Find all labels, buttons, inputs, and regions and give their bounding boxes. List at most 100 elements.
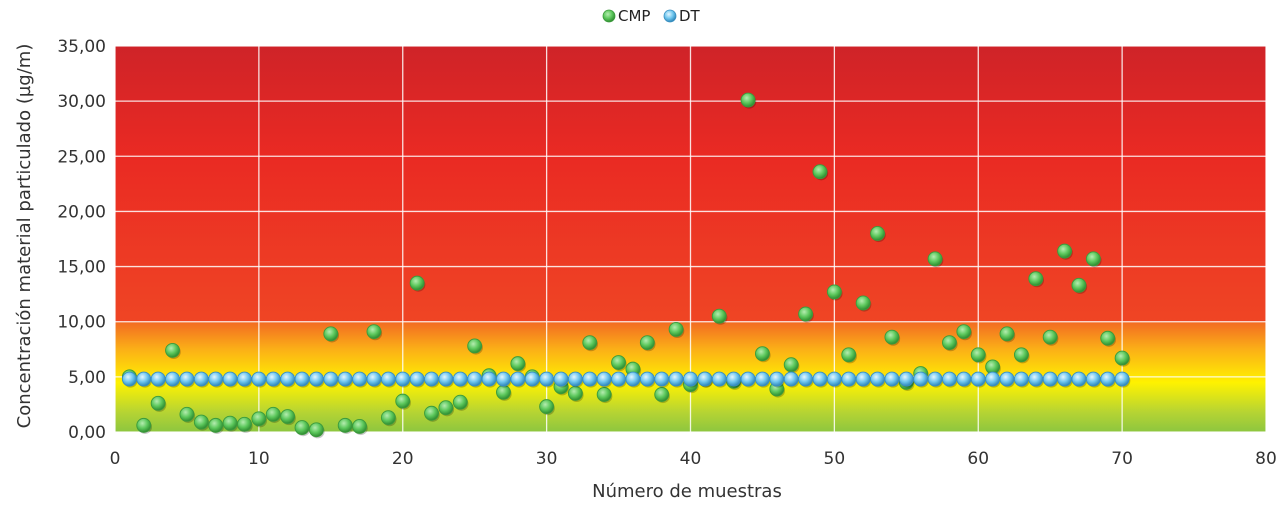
- x-tick-label: 70: [1111, 449, 1133, 469]
- y-tick-label: 0,00: [68, 423, 106, 443]
- dt-point: [611, 371, 627, 387]
- cmp-point: [438, 400, 454, 416]
- cmp-point: [855, 295, 871, 311]
- dt-point: [870, 371, 885, 387]
- cmp-point: [1114, 350, 1130, 366]
- legend: CMP DT: [602, 7, 701, 25]
- legend-marker-cmp: [602, 9, 616, 23]
- cmp-point: [265, 406, 281, 422]
- dt-point: [539, 371, 555, 387]
- x-tick-label: 30: [536, 449, 558, 469]
- cmp-point: [1042, 329, 1058, 345]
- cmp-point: [1071, 277, 1087, 293]
- dt-point: [1100, 371, 1116, 387]
- y-axis-label: Concentración material particulado (µg/m…: [14, 44, 35, 429]
- cmp-point: [380, 410, 396, 426]
- cmp-point: [927, 251, 943, 267]
- cmp-point: [452, 394, 468, 410]
- x-tick-label: 60: [967, 449, 989, 469]
- cmp-point: [165, 342, 181, 358]
- y-tick-label: 30,00: [57, 92, 106, 112]
- dt-point: [999, 371, 1015, 387]
- dt-point: [150, 371, 166, 387]
- cmp-point: [1100, 330, 1116, 346]
- cmp-point: [783, 357, 799, 373]
- dt-point: [884, 371, 900, 387]
- cmp-point: [337, 417, 353, 433]
- cmp-point: [596, 387, 612, 402]
- dt-point: [783, 371, 799, 387]
- dt-point: [726, 371, 742, 387]
- dt-point: [481, 371, 497, 387]
- cmp-point: [1085, 251, 1101, 267]
- cmp-point: [366, 324, 382, 340]
- dt-point: [395, 371, 411, 387]
- x-axis-ticks: 0 10 20 30 40 50 60 70 80: [110, 449, 1277, 469]
- cmp-point: [711, 308, 727, 324]
- dt-point: [898, 371, 914, 387]
- dt-point: [380, 371, 396, 387]
- dt-point: [265, 371, 281, 387]
- dt-point: [337, 371, 353, 387]
- cmp-point: [884, 329, 900, 345]
- dt-point: [812, 371, 828, 387]
- cmp-point: [539, 399, 555, 415]
- cmp-point: [136, 417, 152, 433]
- dt-point: [467, 371, 483, 387]
- dt-point: [855, 371, 871, 387]
- x-tick-label: 0: [110, 449, 121, 469]
- dt-point: [697, 371, 713, 387]
- dt-point: [1013, 371, 1029, 387]
- cmp-point: [1028, 271, 1044, 287]
- dt-point: [193, 371, 209, 387]
- cmp-point: [179, 406, 195, 422]
- dt-point: [237, 371, 252, 387]
- y-tick-label: 20,00: [57, 202, 106, 222]
- cmp-point: [870, 226, 885, 241]
- dt-point: [740, 371, 756, 387]
- cmp-point: [970, 347, 986, 363]
- dt-point: [798, 371, 814, 387]
- cmp-point: [611, 355, 627, 370]
- legend-label-cmp: CMP: [618, 7, 650, 25]
- cmp-point: [294, 420, 310, 436]
- x-tick-label: 80: [1255, 449, 1277, 469]
- cmp-point: [1057, 243, 1073, 259]
- dt-point: [769, 371, 785, 387]
- cmp-point: [956, 324, 972, 340]
- cmp-point: [237, 416, 252, 432]
- dt-point: [1114, 371, 1130, 387]
- dt-point: [826, 371, 842, 387]
- series-dt: [121, 371, 1131, 388]
- dt-point: [683, 371, 698, 387]
- cmp-point: [193, 414, 209, 430]
- dt-point: [251, 371, 267, 387]
- cmp-point: [222, 415, 238, 431]
- dt-point: [121, 371, 137, 387]
- dt-point: [625, 371, 641, 387]
- dt-point: [524, 371, 540, 387]
- x-tick-label: 10: [248, 449, 270, 469]
- cmp-point: [308, 422, 324, 438]
- dt-point: [639, 371, 655, 387]
- dt-point: [510, 371, 526, 387]
- dt-point: [294, 371, 310, 387]
- y-axis-ticks: 0,00 5,00 10,00 15,00 20,00 25,00 30,00 35,00: [57, 37, 106, 443]
- cmp-point: [740, 92, 756, 108]
- dt-point: [409, 371, 425, 387]
- cmp-point: [409, 275, 425, 291]
- cmp-point: [826, 284, 842, 300]
- dt-point: [165, 371, 181, 387]
- dt-point: [668, 371, 684, 387]
- cmp-point: [280, 409, 296, 425]
- legend-marker-dt: [663, 9, 677, 23]
- dt-point: [841, 371, 857, 387]
- grid-lines: [114, 45, 1267, 433]
- cmp-point: [798, 306, 814, 322]
- dt-point: [452, 371, 468, 387]
- cmp-point: [582, 335, 598, 351]
- cmp-point: [395, 393, 411, 409]
- cmp-point: [812, 164, 828, 180]
- x-tick-label: 40: [680, 449, 702, 469]
- dt-point: [582, 371, 598, 387]
